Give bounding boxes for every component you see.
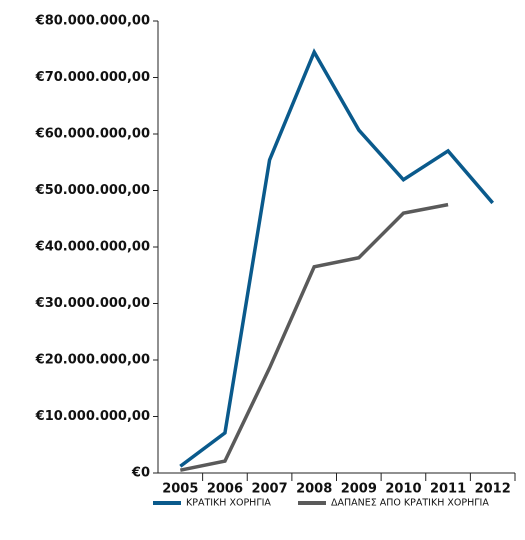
y-tick-label: €30.000.000,00 (35, 296, 150, 311)
legend-label: ΚΡΑΤΙΚΗ ΧΟΡΗΓΙΑ (186, 498, 271, 509)
y-tick-label: €70.000.000,00 (35, 70, 150, 85)
x-tick-label: 2010 (385, 482, 421, 497)
series-line (179, 202, 449, 472)
y-tick-label: €0 (131, 466, 150, 481)
y-tick-label: €60.000.000,00 (35, 127, 150, 142)
y-tick-label: €50.000.000,00 (35, 183, 150, 198)
y-tick-label: €80.000.000,00 (35, 14, 150, 29)
y-tick-label: €10.000.000,00 (35, 409, 150, 424)
x-tick-label: 2008 (296, 482, 332, 497)
series-line (179, 48, 495, 468)
x-tick-label: 2005 (162, 482, 198, 497)
x-tick-label: 2007 (251, 482, 287, 497)
legend-label: ΔΑΠΑΝΕΣ ΑΠΟ ΚΡΑΤΙΚΗ ΧΟΡΗΓΙΑ (331, 498, 489, 509)
x-tick-label: 2011 (430, 482, 466, 497)
x-tick-label: 2006 (207, 482, 243, 497)
y-tick-label: €20.000.000,00 (35, 353, 150, 368)
x-tick-label: 2009 (341, 482, 377, 497)
x-tick-label: 2012 (475, 482, 511, 497)
y-tick-label: €40.000.000,00 (35, 240, 150, 255)
